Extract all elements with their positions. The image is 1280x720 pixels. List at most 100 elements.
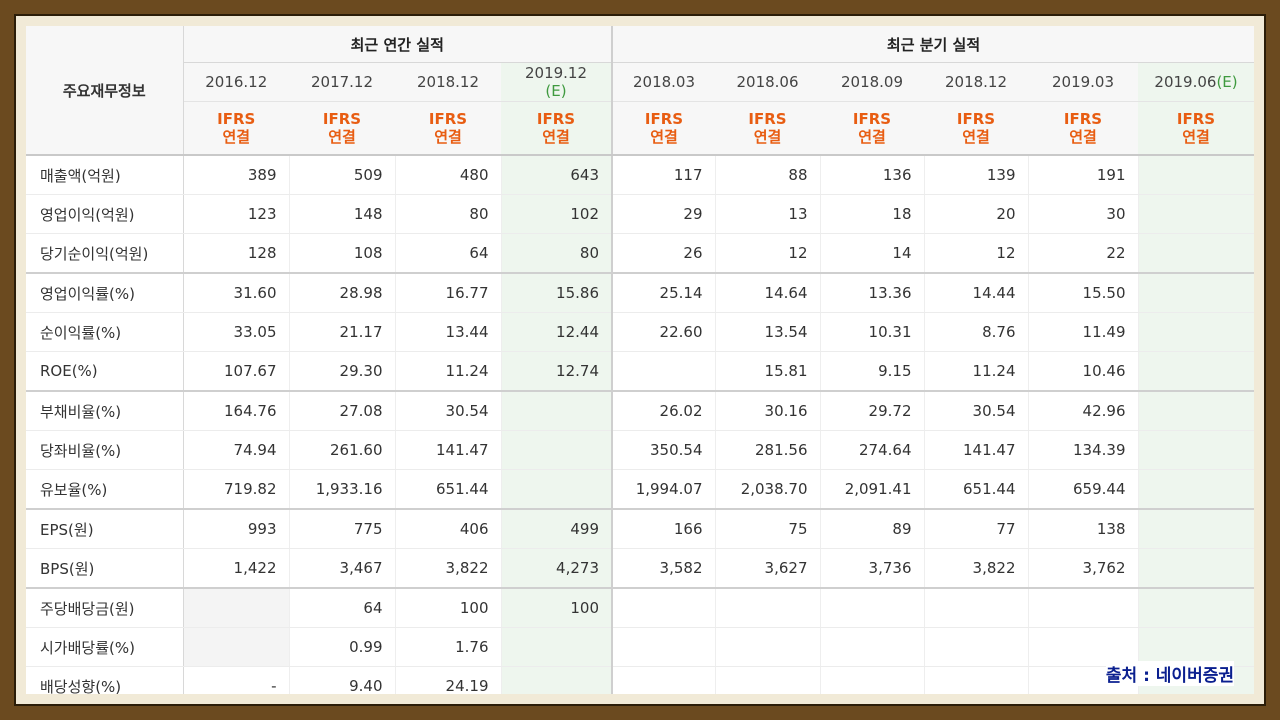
table-cell: 20 xyxy=(924,194,1029,234)
ifrs-header: IFRS 연결 xyxy=(501,101,613,156)
table-cell: 389 xyxy=(183,155,290,195)
table-cell: 80 xyxy=(501,233,613,274)
period-header: 2018.06 xyxy=(715,62,820,102)
ifrs-header: IFRS 연결 xyxy=(1028,101,1138,156)
table-cell xyxy=(1138,508,1254,549)
table-cell xyxy=(1138,390,1254,431)
table-row: 시가배당률(%) 0.99 1.76 xyxy=(26,627,1254,667)
table-cell xyxy=(501,430,613,470)
table-cell: 12 xyxy=(715,233,821,274)
ifrs-line1: IFRS xyxy=(1176,110,1216,128)
table-cell: 18 xyxy=(820,194,925,234)
table-cell: 148 xyxy=(289,194,396,234)
table-cell xyxy=(820,627,925,667)
table-cell: 27.08 xyxy=(289,390,396,431)
table-cell: 136 xyxy=(820,155,925,195)
ifrs-line1: IFRS xyxy=(322,110,362,128)
ifrs-line2: 연결 xyxy=(328,128,356,146)
table-cell: 138 xyxy=(1028,508,1139,549)
estimate-mark: (E) xyxy=(1216,73,1238,91)
table-cell xyxy=(501,469,613,510)
table-cell: 64 xyxy=(395,233,502,274)
table-cell: 11.24 xyxy=(395,351,502,392)
table-cell: 22 xyxy=(1028,233,1139,274)
table-cell: 993 xyxy=(183,508,290,549)
table-cell: 100 xyxy=(501,587,613,628)
ifrs-header: IFRS 연결 xyxy=(924,101,1028,156)
table-row: EPS(원) 993 775 406 499 166 75 89 77 138 xyxy=(26,508,1254,549)
table-cell: 15.50 xyxy=(1028,272,1139,313)
table-cell: 42.96 xyxy=(1028,390,1139,431)
row-label: 영업이익(억원) xyxy=(26,194,184,234)
period-header: 2016.12 xyxy=(183,62,289,102)
table-cell xyxy=(612,666,716,694)
table-cell xyxy=(183,587,290,628)
table-cell: 31.60 xyxy=(183,272,290,313)
table-cell: 30.54 xyxy=(395,390,502,431)
table-row: 배당성향(%) -9.40 24.19 xyxy=(26,666,1254,694)
table-cell: 164.76 xyxy=(183,390,290,431)
estimate-mark: (E) xyxy=(545,82,567,100)
table-cell: 75 xyxy=(715,508,821,549)
table-cell: 651.44 xyxy=(395,469,502,510)
table-cell: 3,762 xyxy=(1028,548,1139,589)
period-label: 2018.03 xyxy=(632,73,696,91)
ifrs-header: IFRS 연결 xyxy=(289,101,395,156)
table-cell: 0.99 xyxy=(289,627,396,667)
table-cell: 25.14 xyxy=(612,272,716,313)
table-cell: 11.49 xyxy=(1028,312,1139,352)
table-cell: 141.47 xyxy=(924,430,1029,470)
table-cell: 26 xyxy=(612,233,716,274)
table-cell xyxy=(1028,587,1139,628)
row-label: BPS(원) xyxy=(26,548,184,589)
table-cell: 16.77 xyxy=(395,272,502,313)
table-cell xyxy=(1138,351,1254,392)
table-cell: 141.47 xyxy=(395,430,502,470)
table-cell xyxy=(1138,233,1254,274)
table-cell: 274.64 xyxy=(820,430,925,470)
period-label: 2019.03 xyxy=(1051,73,1115,91)
period-label: 2018.06 xyxy=(736,73,799,91)
table-cell: 29 xyxy=(612,194,716,234)
table-cell: 89 xyxy=(820,508,925,549)
table-cell xyxy=(1138,155,1254,195)
table-cell: 166 xyxy=(612,508,716,549)
table-cell xyxy=(820,587,925,628)
period-label: 2019.06 xyxy=(1154,73,1217,91)
period-header: 2018.12 xyxy=(924,62,1028,102)
table-cell: 88 xyxy=(715,155,821,195)
table-cell: 480 xyxy=(395,155,502,195)
ifrs-line1: IFRS xyxy=(852,110,892,128)
table-cell: 2,038.70 xyxy=(715,469,821,510)
table-cell: 8.76 xyxy=(924,312,1029,352)
ifrs-line1: IFRS xyxy=(644,110,684,128)
ifrs-header: IFRS 연결 xyxy=(715,101,820,156)
table-cell: 1,422 xyxy=(183,548,290,589)
table-cell xyxy=(1138,548,1254,589)
ifrs-line2: 연결 xyxy=(1069,128,1097,146)
table-cell: 29.72 xyxy=(820,390,925,431)
table-cell xyxy=(715,666,821,694)
table-cell: 3,822 xyxy=(924,548,1029,589)
ifrs-line2: 연결 xyxy=(1182,128,1210,146)
table-row: 당기순이익(억원) 128 108 64 80 26 12 14 12 22 xyxy=(26,233,1254,274)
row-label: 시가배당률(%) xyxy=(26,627,184,667)
period-label: 2019.12 xyxy=(524,64,588,82)
table-row: 순이익률(%) 33.05 21.17 13.44 12.44 22.60 13.54 10.… xyxy=(26,312,1254,352)
table-cell: 3,627 xyxy=(715,548,821,589)
table-cell xyxy=(1138,627,1254,667)
ifrs-line1: IFRS xyxy=(536,110,576,128)
period-label: 2017.12 xyxy=(310,73,374,91)
table-cell: 3,736 xyxy=(820,548,925,589)
table-cell: 22.60 xyxy=(612,312,716,352)
table-cell: 11.24 xyxy=(924,351,1029,392)
ifrs-line1: IFRS xyxy=(748,110,787,128)
table-row: 주당배당금(원) 64 100 100 xyxy=(26,587,1254,628)
table-cell: 102 xyxy=(501,194,613,234)
row-label: 유보율(%) xyxy=(26,469,184,510)
table-row: 매출액(억원) 389 509 480 643 117 88 136 139 191 xyxy=(26,155,1254,195)
period-header: 2018.12 xyxy=(395,62,501,102)
table-cell: 1,994.07 xyxy=(612,469,716,510)
row-label: 당기순이익(억원) xyxy=(26,233,184,274)
table-cell: 3,467 xyxy=(289,548,396,589)
